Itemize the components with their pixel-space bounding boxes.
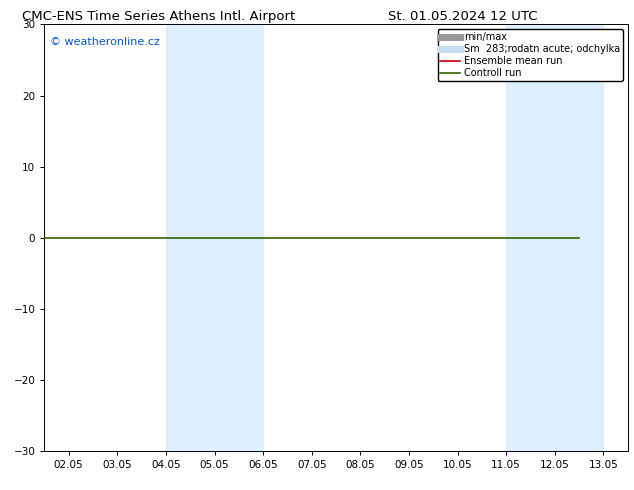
Text: St. 01.05.2024 12 UTC: St. 01.05.2024 12 UTC bbox=[388, 10, 538, 23]
Legend: min/max, Sm  283;rodatn acute; odchylka, Ensemble mean run, Controll run: min/max, Sm 283;rodatn acute; odchylka, … bbox=[437, 29, 623, 81]
Text: CMC-ENS Time Series Athens Intl. Airport: CMC-ENS Time Series Athens Intl. Airport bbox=[22, 10, 295, 23]
Text: © weatheronline.cz: © weatheronline.cz bbox=[50, 37, 160, 48]
Bar bbox=[506, 24, 604, 451]
Bar bbox=[166, 24, 263, 451]
